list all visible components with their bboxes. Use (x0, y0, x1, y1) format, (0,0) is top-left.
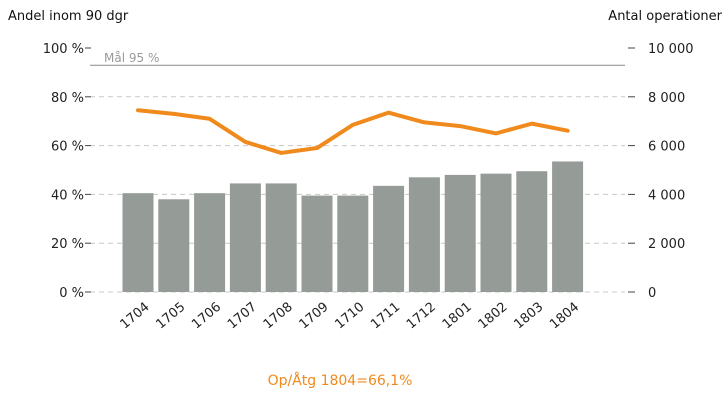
bar (158, 199, 190, 292)
right-tick-label: 10 000 (648, 42, 694, 57)
x-tick-label: 1804 (547, 300, 582, 333)
right-tick-label: 4 000 (648, 188, 685, 203)
right-axis-ticks: 0 2 000 4 000 6 000 8 000 10 000 (628, 42, 694, 301)
line-series (136, 108, 570, 155)
left-tick-label: 20 % (51, 237, 84, 252)
bar (301, 195, 333, 292)
x-tick-label: 1707 (225, 300, 260, 333)
left-tick-label: 0 % (59, 286, 84, 301)
left-tick-label: 60 % (51, 140, 84, 155)
right-tick-label: 0 (648, 286, 656, 301)
x-tick-label: 1710 (332, 300, 367, 333)
x-axis-labels: 1704 1705 1706 1707 1708 1709 1710 1711 1712 1801… (118, 300, 583, 333)
bar (229, 183, 261, 292)
left-tick-label: 80 % (51, 91, 84, 106)
right-tick-label: 8 000 (648, 91, 685, 106)
left-axis-title: Andel inom 90 dgr (8, 9, 129, 24)
bar (516, 171, 548, 292)
bar (408, 177, 440, 292)
bar (552, 161, 584, 292)
left-tick-label: 100 % (43, 42, 84, 57)
x-tick-label: 1801 (440, 300, 475, 333)
goal-label: Mål 95 % (104, 51, 159, 65)
x-tick-label: 1704 (118, 300, 153, 333)
x-tick-label: 1712 (404, 300, 439, 333)
bar (122, 193, 154, 292)
bar (444, 174, 476, 292)
bar-series (122, 161, 584, 292)
footer-note: Op/Åtg 1804=66,1% (268, 372, 413, 389)
line-path (136, 108, 570, 155)
left-tick-label: 40 % (51, 188, 84, 203)
right-axis-title: Antal operationer (608, 9, 722, 24)
bar (373, 185, 405, 292)
bar (337, 195, 369, 292)
left-axis-ticks: 0 % 20 % 40 % 60 % 80 % 100 % (43, 42, 91, 301)
bar (194, 193, 226, 292)
x-tick-label: 1706 (189, 300, 224, 333)
x-tick-label: 1711 (368, 300, 403, 333)
bar (480, 173, 512, 292)
x-tick-label: 1705 (153, 300, 188, 333)
right-tick-label: 2 000 (648, 237, 685, 252)
x-tick-label: 1708 (261, 300, 296, 333)
right-tick-label: 6 000 (648, 140, 685, 155)
x-tick-label: 1803 (511, 300, 546, 333)
x-tick-label: 1802 (476, 300, 511, 333)
x-tick-label: 1709 (297, 300, 332, 333)
goal-layer: Mål 95 % (90, 51, 625, 66)
bar (265, 183, 297, 292)
